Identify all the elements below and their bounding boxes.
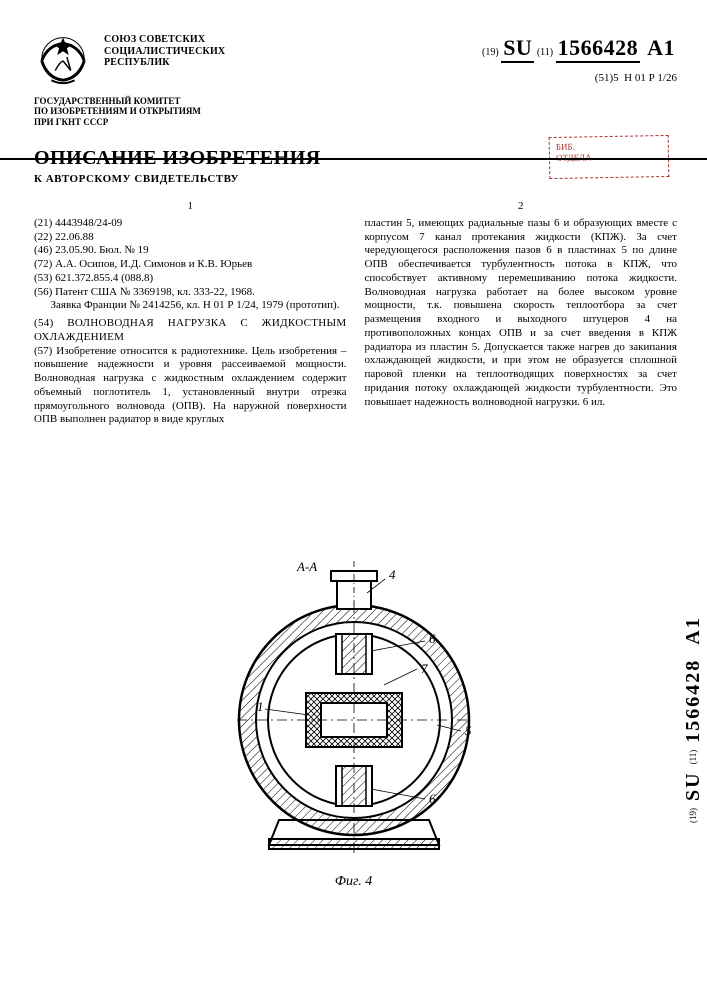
callout-6-top: 6 [429, 631, 436, 646]
biblio-56b: Заявка Франции № 2414256, кл. Н 01 Р 1/2… [34, 299, 347, 313]
figure-4: А-А [209, 555, 499, 891]
biblio-54: (54) ВОЛНОВОДНАЯ НАГРУЗКА С ЖИДКОСТНЫМ О… [34, 317, 347, 345]
biblio-22: (22) 22.06.88 [34, 231, 347, 245]
committee: ГОСУДАРСТВЕННЫЙ КОМИТЕТ ПО ИЗОБРЕТЕНИЯМ … [34, 96, 201, 127]
title-block: ОПИСАНИЕ ИЗОБРЕТЕНИЯ К АВТОРСКОМУ СВИДЕТ… [34, 146, 321, 187]
column-2: 2 пластин 5, имеющих радиальные пазы 6 и… [365, 200, 678, 550]
ussr-emblem-icon [34, 28, 92, 86]
library-stamp: БИБ. ОТДЕЛА [549, 135, 670, 179]
divider [0, 158, 707, 160]
callout-4: 4 [389, 567, 396, 582]
abstract-cont: пластин 5, имеющих радиальные пазы 6 и о… [365, 217, 678, 410]
ipc-code: (51)5 Н 01 Р 1/26 [595, 72, 677, 86]
biblio-53: (53) 621.372.855.4 (088.8) [34, 272, 347, 286]
header: СОЮЗ СОВЕТСКИХ СОЦИАЛИСТИЧЕСКИХ РЕСПУБЛИ… [34, 28, 677, 178]
biblio-56: (56) Патент США № 3369198, кл. 333-22, 1… [34, 286, 347, 300]
col-number: 1 [34, 200, 347, 214]
biblio-72: (72) А.А. Осипов, И.Д. Симонов и К.В. Юр… [34, 258, 347, 272]
col-number: 2 [365, 200, 678, 214]
side-index: (19) SU (11) 1566428 A1 [681, 590, 701, 850]
figure-caption: Фиг. 4 [209, 873, 499, 891]
union-title: СОЮЗ СОВЕТСКИХ СОЦИАЛИСТИЧЕСКИХ РЕСПУБЛИ… [104, 34, 225, 69]
abstract-start: (57) Изобретение относится к радиотехник… [34, 345, 347, 428]
doc-code: (19) SU (11) 1566428 A1 [482, 34, 677, 62]
column-1: 1 (21) 4443948/24-09 (22) 22.06.88 (46) … [34, 200, 347, 550]
biblio-46: (46) 23.05.90. Бюл. № 19 [34, 244, 347, 258]
section-label: А-А [296, 559, 317, 574]
body-columns: 1 (21) 4443948/24-09 (22) 22.06.88 (46) … [34, 200, 677, 550]
callout-5: 5 [465, 723, 472, 738]
title-sub: К АВТОРСКОМУ СВИДЕТЕЛЬСТВУ [34, 173, 321, 187]
callout-6-bottom: 6 [429, 791, 436, 806]
callout-1: 1 [257, 699, 264, 714]
biblio-21: (21) 4443948/24-09 [34, 217, 347, 231]
callout-7: 7 [421, 661, 428, 676]
